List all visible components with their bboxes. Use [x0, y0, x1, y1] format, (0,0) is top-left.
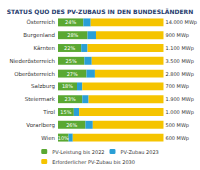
svg-text:500 MWp: 500 MWp	[165, 122, 189, 129]
svg-text:18%: 18%	[62, 83, 73, 89]
svg-text:10%: 10%	[58, 135, 69, 141]
svg-text:27%: 27%	[67, 71, 78, 77]
svg-text:3.500 MWp: 3.500 MWp	[165, 58, 193, 65]
svg-text:24%: 24%	[65, 19, 76, 25]
svg-text:700 MWp: 700 MWp	[165, 83, 189, 90]
svg-text:Salzburg: Salzburg	[31, 83, 55, 90]
svg-text:Vorarlberg: Vorarlberg	[26, 122, 55, 129]
svg-text:PV-Zubau 2023: PV-Zubau 2023	[120, 149, 158, 155]
svg-text:28%: 28%	[67, 32, 78, 38]
svg-text:1.900 MWp: 1.900 MWp	[165, 96, 193, 103]
svg-text:23%: 23%	[65, 96, 76, 102]
svg-text:25%: 25%	[66, 58, 77, 64]
svg-text:Tirol: Tirol	[42, 109, 55, 115]
svg-text:PV-Leistung bis 2022: PV-Leistung bis 2022	[52, 149, 104, 156]
svg-text:Kärnten: Kärnten	[33, 45, 55, 51]
svg-text:Oberösterreich: Oberösterreich	[14, 71, 55, 77]
svg-text:26%: 26%	[66, 122, 77, 128]
svg-text:Österreich: Österreich	[27, 18, 56, 25]
svg-text:900 MWp: 900 MWp	[165, 32, 189, 39]
svg-text:Erforderlicher PV-Zubau bis 20: Erforderlicher PV-Zubau bis 2030	[52, 159, 135, 165]
svg-text:2.800 MWp: 2.800 MWp	[165, 71, 193, 78]
svg-text:600 MWp: 600 MWp	[165, 135, 189, 142]
svg-text:Niederösterreich: Niederösterreich	[9, 58, 55, 64]
svg-text:Wien: Wien	[41, 135, 55, 141]
svg-text:STATUS QUO DES PV-ZUBAUS IN DE: STATUS QUO DES PV-ZUBAUS IN DEN BUNDESLÄ…	[7, 8, 193, 15]
svg-text:14.000 MWp: 14.000 MWp	[165, 19, 197, 26]
svg-text:Steiermark: Steiermark	[25, 96, 56, 102]
svg-text:1.000 MWp: 1.000 MWp	[165, 109, 193, 116]
svg-text:22%: 22%	[64, 45, 75, 51]
svg-text:15%: 15%	[60, 109, 71, 115]
svg-text:Burgenland: Burgenland	[23, 32, 55, 39]
svg-text:1.100 MWp: 1.100 MWp	[165, 45, 193, 52]
